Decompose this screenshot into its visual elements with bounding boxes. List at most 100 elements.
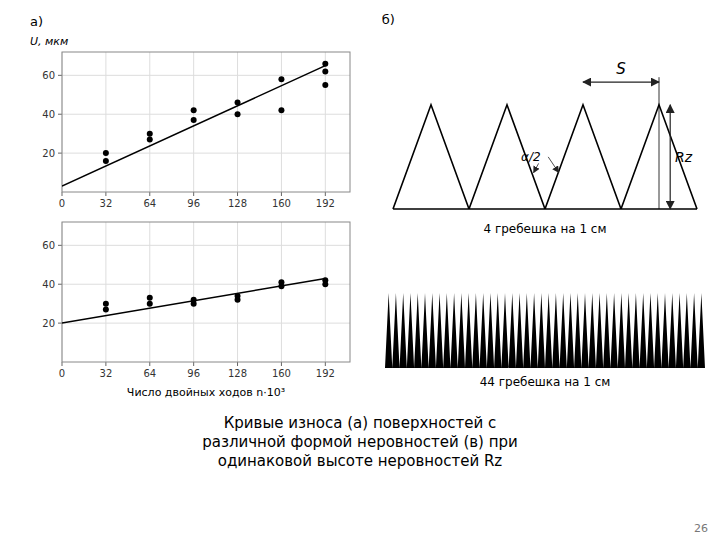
grid-line xyxy=(149,222,150,362)
profile-coarse xyxy=(393,105,697,209)
x-axis-label: Число двойных ходов n·10³ xyxy=(127,386,285,399)
page-number: 26 xyxy=(694,522,708,535)
panel-label: а) xyxy=(30,14,43,29)
tick-label: 160 xyxy=(272,368,291,379)
tick-label: 96 xyxy=(187,368,200,379)
tick xyxy=(281,192,282,196)
data-point xyxy=(147,301,153,307)
data-point xyxy=(322,61,328,67)
tick xyxy=(105,192,106,196)
caption: Кривые износа (а) поверхностей сразлично… xyxy=(202,414,518,470)
tick xyxy=(149,362,150,366)
data-point xyxy=(235,100,241,106)
tick xyxy=(62,362,63,366)
data-point xyxy=(103,307,109,313)
data-point xyxy=(322,82,328,88)
dimension-label: S xyxy=(616,60,626,78)
tick xyxy=(237,192,238,196)
guide-line xyxy=(659,77,660,209)
plot-frame xyxy=(62,52,350,192)
tick xyxy=(58,323,62,324)
tick xyxy=(193,362,194,366)
profile-label: 44 гребешка на 1 см xyxy=(480,375,611,389)
tick xyxy=(58,284,62,285)
tick-label: 192 xyxy=(316,198,335,209)
tick xyxy=(325,362,326,366)
caption-line: Кривые износа (а) поверхностей с xyxy=(224,414,497,432)
tick-label: 64 xyxy=(143,198,156,209)
data-point xyxy=(322,68,328,74)
plot-frame xyxy=(62,222,350,362)
grid-line xyxy=(149,52,150,192)
dimension-arrow xyxy=(670,105,671,209)
tick-label: 20 xyxy=(42,318,55,329)
data-point xyxy=(322,281,328,287)
tick xyxy=(105,362,106,366)
grid-line xyxy=(105,222,106,362)
grid-line xyxy=(237,222,238,362)
tick xyxy=(58,245,62,246)
data-point xyxy=(103,158,109,164)
grid-line xyxy=(62,284,350,285)
y-axis-label: U, мкм xyxy=(30,35,68,48)
caption-line: одинаковой высоте неровностей Rz xyxy=(218,452,503,470)
grid-line xyxy=(325,222,326,362)
data-point xyxy=(191,117,197,123)
trend-line xyxy=(62,66,325,187)
data-point xyxy=(103,150,109,156)
tick-label: 40 xyxy=(42,279,55,290)
grid-line xyxy=(281,52,282,192)
grid-line xyxy=(62,114,350,115)
grid-line xyxy=(62,323,350,324)
marks xyxy=(62,61,328,187)
tick-label: 32 xyxy=(100,368,113,379)
tick xyxy=(281,362,282,366)
tick-label: 64 xyxy=(143,368,156,379)
grid-line xyxy=(237,52,238,192)
data-point xyxy=(191,107,197,113)
tick-label: 20 xyxy=(42,148,55,159)
profile-fine xyxy=(385,293,705,368)
grid-line xyxy=(193,222,194,362)
grid-line xyxy=(62,75,350,76)
dimension-label: Rz xyxy=(675,149,693,165)
tick-label: 128 xyxy=(228,198,247,209)
diagram: SRzα/24 гребешка на 1 смб)44 гребешка на… xyxy=(382,12,705,389)
data-point xyxy=(103,301,109,307)
tick-label: 40 xyxy=(42,109,55,120)
marks xyxy=(62,277,328,323)
data-point xyxy=(191,297,197,303)
pointer-arrow xyxy=(548,157,558,173)
grid-line xyxy=(62,245,350,246)
profile-label: 4 гребешка на 1 см xyxy=(483,222,606,236)
tick-label: 32 xyxy=(100,198,113,209)
data-point xyxy=(278,76,284,82)
pointer-arrow xyxy=(534,163,539,172)
data-point xyxy=(147,131,153,137)
tick-label: 96 xyxy=(187,198,200,209)
tick-label: 160 xyxy=(272,198,291,209)
tick xyxy=(193,192,194,196)
tick-label: 0 xyxy=(59,198,65,209)
grid-line xyxy=(105,52,106,192)
tick xyxy=(149,192,150,196)
panel: 0326496128160192204060 xyxy=(42,222,350,379)
trend-line xyxy=(62,278,325,323)
data-point xyxy=(278,107,284,113)
tick-label: 128 xyxy=(228,368,247,379)
data-point xyxy=(235,293,241,299)
data-point xyxy=(147,295,153,301)
figure: 0326496128160192204060а)U, мкм0326496128… xyxy=(0,0,720,540)
tick xyxy=(237,362,238,366)
tick xyxy=(58,153,62,154)
grid-line xyxy=(281,222,282,362)
data-point xyxy=(235,111,241,117)
tick xyxy=(62,192,63,196)
tick-label: 192 xyxy=(316,368,335,379)
tick xyxy=(58,75,62,76)
dimension-arrow xyxy=(583,81,659,82)
angle-label: α/2 xyxy=(521,150,541,164)
tick-label: 0 xyxy=(59,368,65,379)
tick xyxy=(325,192,326,196)
panel: 0326496128160192204060 xyxy=(42,52,350,209)
